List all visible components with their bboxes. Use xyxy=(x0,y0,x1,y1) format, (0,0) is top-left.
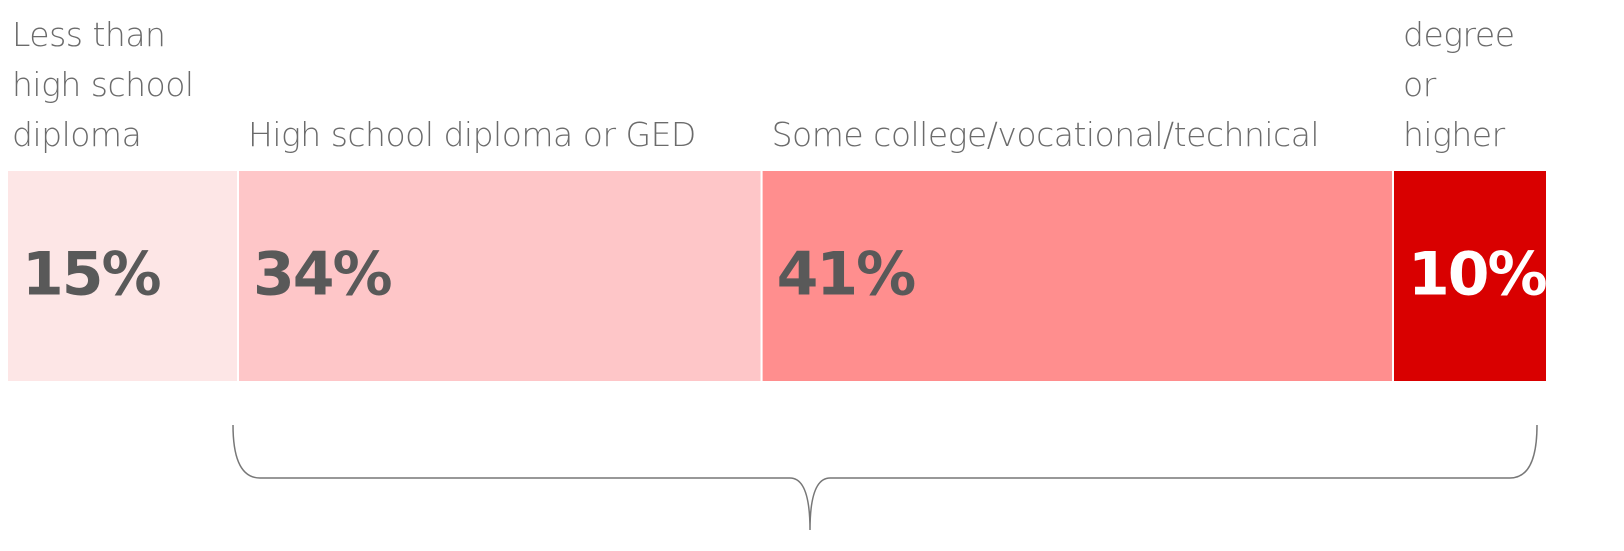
value-label: 34% xyxy=(253,240,391,310)
category-label: Bachelor’s degree or higher xyxy=(1403,0,1570,154)
category-label: Less than high school diploma xyxy=(12,15,194,154)
value-label: 41% xyxy=(777,240,915,310)
bar-segment xyxy=(1392,169,1548,383)
value-label: 15% xyxy=(22,240,160,310)
brace xyxy=(232,424,1538,531)
bar-segment xyxy=(6,169,239,383)
bar-segment xyxy=(237,169,763,383)
bar-segment xyxy=(760,169,1394,383)
value-label: 10% xyxy=(1408,240,1546,310)
category-label: Some college/vocational/technical xyxy=(771,115,1320,154)
category-label: High school diploma or GED xyxy=(248,115,696,154)
